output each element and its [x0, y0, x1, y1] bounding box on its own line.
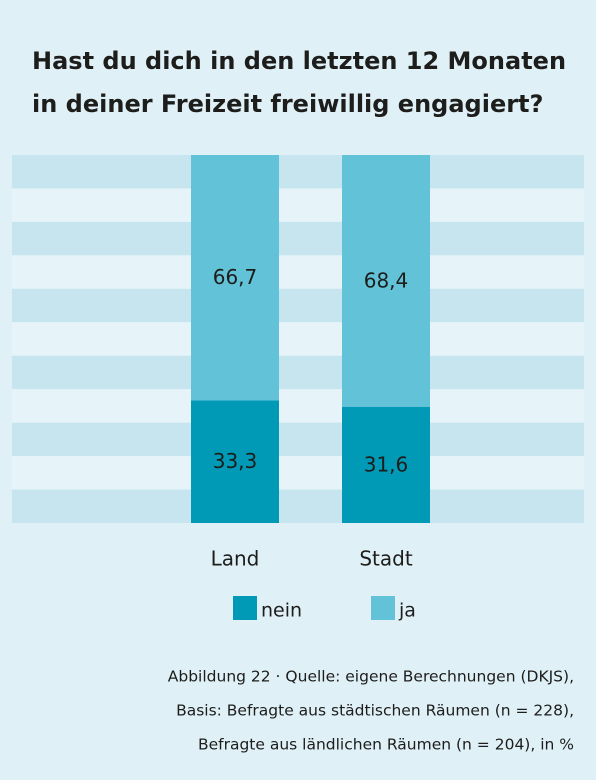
legend-swatch [371, 596, 395, 620]
legend-label: nein [261, 600, 302, 622]
stripe [12, 155, 584, 189]
bar-segment [191, 400, 279, 523]
x-tick-label: Land [211, 547, 260, 571]
stripe [12, 422, 584, 457]
stripe [12, 221, 584, 256]
caption-line: Befragte aus ländlichen Räumen (n = 204)… [198, 736, 574, 754]
stripe [12, 288, 584, 323]
legend-label: ja [398, 600, 416, 622]
stripe [12, 322, 584, 356]
x-tick-label: Stadt [359, 547, 412, 571]
caption-line: Abbildung 22 · Quelle: eigene Berechnung… [168, 668, 574, 686]
stripe [12, 456, 584, 490]
stripe [12, 355, 584, 390]
value-label: 31,6 [364, 452, 409, 476]
caption-line: Basis: Befragte aus städtischen Räumen (… [176, 702, 574, 720]
bar-segment [342, 406, 430, 523]
stripe [12, 389, 584, 423]
legend-swatch [233, 596, 257, 620]
chart-title: Hast du dich in den letzten 12 Monaten i… [32, 47, 567, 118]
stripe [12, 255, 584, 289]
bar-segment [191, 155, 279, 401]
stripe [12, 188, 584, 222]
value-label: 33,3 [213, 449, 258, 473]
background-stripes [12, 155, 584, 523]
value-label: 66,7 [213, 265, 258, 289]
stripe [12, 489, 584, 523]
value-label: 68,4 [364, 268, 409, 292]
bar-segment [342, 155, 430, 407]
